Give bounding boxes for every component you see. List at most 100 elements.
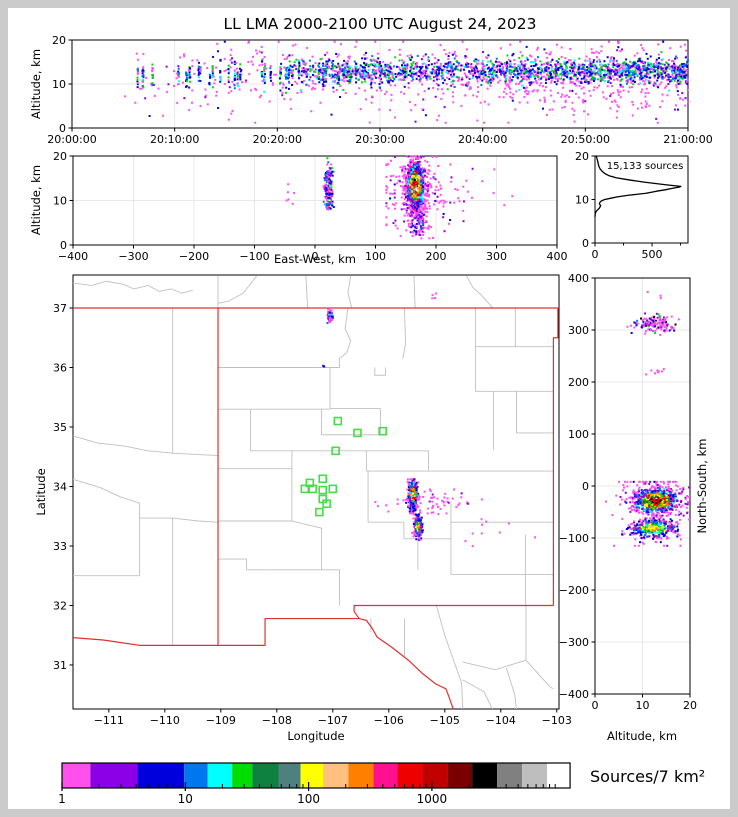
x-tick-label: 100 xyxy=(365,250,386,263)
x-tick-label: −104 xyxy=(486,714,516,727)
x-tick-label: 10 xyxy=(636,699,650,712)
colorbar-segment xyxy=(447,763,473,788)
x-tick-label: 20:10:00 xyxy=(150,133,199,146)
x-tick-label: 0 xyxy=(592,248,599,261)
ns-panel-ylabel: North-South, km xyxy=(695,439,709,534)
y-tick-label: 100 xyxy=(568,428,589,441)
x-tick-label: −200 xyxy=(179,250,209,263)
x-tick-label: 500 xyxy=(642,248,663,261)
colorbar-segment xyxy=(547,763,571,788)
east-west-height-panel: −400 −300 −200 −100 0 100 200 300 400 0 10 20 xyxy=(53,150,568,263)
x-tick-label: 20 xyxy=(683,699,697,712)
time-panel-ylabel: Altitude, km xyxy=(29,49,43,119)
map-ylabel: Latitude xyxy=(34,468,48,515)
y-tick-label: 32 xyxy=(53,599,67,612)
y-tick-label: 0 xyxy=(582,480,589,493)
ns-panel-xlabel: Altitude, km xyxy=(607,729,677,743)
x-tick-label: 20:40:00 xyxy=(458,133,507,146)
colorbar-tick-label: 1000 xyxy=(417,792,448,806)
station-marker xyxy=(318,474,328,484)
colorbar-segment xyxy=(90,763,138,788)
station-marker xyxy=(318,485,328,495)
x-tick-label: 21:00:00 xyxy=(663,133,712,146)
time-height-panel: 20:00:00 20:10:00 20:20:00 20:30:00 20:40:00… xyxy=(47,34,712,146)
colorbar-label: Sources/7 km² xyxy=(590,767,705,786)
x-tick-label: 200 xyxy=(426,250,447,263)
y-tick-label: −100 xyxy=(559,532,589,545)
x-tick-label: −300 xyxy=(118,250,148,263)
x-tick-label: −105 xyxy=(430,714,460,727)
x-tick-label: −110 xyxy=(150,714,180,727)
sources-count-annotation: 15,133 sources xyxy=(607,161,684,172)
y-tick-label: 0 xyxy=(582,237,589,250)
scatter-layer xyxy=(124,40,689,124)
map-panel: −111 −110 −109 −108 −107 −106 −105 −104 −103 31 32… xyxy=(53,274,572,727)
x-tick-label: 20:20:00 xyxy=(253,133,302,146)
colorbar-segment xyxy=(397,763,423,788)
state-borders xyxy=(72,307,559,710)
y-tick-label: 0 xyxy=(59,122,66,135)
axis-ticks: −111 −110 −109 −108 −107 −106 −105 −104 −103 31 32… xyxy=(53,302,572,727)
station-marker xyxy=(328,484,338,494)
axis-ticks: 0 10 20 400 300 200 100 0 −100 −200 −300 −400 xyxy=(559,272,697,712)
x-tick-label: −400 xyxy=(58,250,88,263)
y-tick-label: 34 xyxy=(53,480,67,493)
scatter-layer xyxy=(604,290,691,547)
x-tick-label: −100 xyxy=(239,250,269,263)
y-tick-label: 400 xyxy=(568,272,589,285)
colorbar-segment xyxy=(497,763,523,788)
axis-ticks: 20:00:00 20:10:00 20:20:00 20:30:00 20:40:00… xyxy=(47,34,712,146)
figure-canvas: 20:00:00 20:10:00 20:20:00 20:30:00 20:40:00… xyxy=(8,8,730,809)
y-tick-label: −300 xyxy=(559,636,589,649)
y-tick-label: 10 xyxy=(53,195,67,208)
colorbar-segment xyxy=(522,763,548,788)
y-tick-label: 37 xyxy=(53,302,67,315)
colorbar-segment xyxy=(252,763,279,788)
station-marker xyxy=(331,446,340,456)
north-south-height-panel: 0 10 20 400 300 200 100 0 −100 −200 −300 −400 xyxy=(559,272,697,712)
y-tick-label: −200 xyxy=(559,584,589,597)
colorbar-tick-label: 1 xyxy=(58,792,66,806)
station-marker xyxy=(333,416,343,426)
map-xlabel: Longitude xyxy=(287,729,344,743)
x-tick-label: −109 xyxy=(206,714,236,727)
x-tick-label: −107 xyxy=(318,714,348,727)
figure-title: LL LMA 2000-2100 UTC August 24, 2023 xyxy=(224,15,537,33)
station-marker xyxy=(322,499,331,509)
y-tick-label: 10 xyxy=(575,194,589,207)
colorbar-segments xyxy=(62,763,571,788)
altitude-histogram-panel: 0 500 0 10 20 xyxy=(575,150,689,261)
y-tick-label: −400 xyxy=(559,688,589,701)
colorbar-segment xyxy=(62,763,91,788)
station-marker xyxy=(300,484,310,494)
y-tick-label: 300 xyxy=(568,324,589,337)
y-tick-label: 200 xyxy=(568,376,589,389)
x-tick-label: 20:30:00 xyxy=(355,133,404,146)
y-tick-label: 0 xyxy=(60,239,67,252)
colorbar-segment xyxy=(422,763,448,788)
x-tick-label: 20:00:00 xyxy=(47,133,96,146)
station-marker xyxy=(378,426,387,436)
county-borders xyxy=(72,275,554,710)
colorbar-segment xyxy=(207,763,233,788)
x-tick-label: 0 xyxy=(592,699,599,712)
colorbar-segment xyxy=(323,763,349,788)
x-tick-label: −108 xyxy=(262,714,292,727)
x-tick-label: −111 xyxy=(94,714,124,727)
ew-panel-xlabel: East-West, km xyxy=(274,252,356,266)
y-tick-label: 33 xyxy=(53,540,67,553)
y-tick-label: 31 xyxy=(53,659,67,672)
y-tick-label: 35 xyxy=(53,421,67,434)
axis-ticks: −400 −300 −200 −100 0 100 200 300 400 0 10 20 xyxy=(53,150,568,263)
x-tick-label: 20:50:00 xyxy=(561,133,610,146)
x-tick-label: −106 xyxy=(374,714,404,727)
station-marker xyxy=(353,428,362,438)
y-tick-label: 36 xyxy=(53,362,67,375)
y-tick-label: 20 xyxy=(53,150,67,163)
colorbar-segment xyxy=(373,763,398,788)
colorbar-segment xyxy=(348,763,374,788)
rendered-panels: 20:00:00 20:10:00 20:20:00 20:30:00 20:40:00… xyxy=(47,34,712,806)
colorbar-segment xyxy=(278,763,301,788)
colorbar-panel: 1 10 100 1000 xyxy=(58,762,571,806)
